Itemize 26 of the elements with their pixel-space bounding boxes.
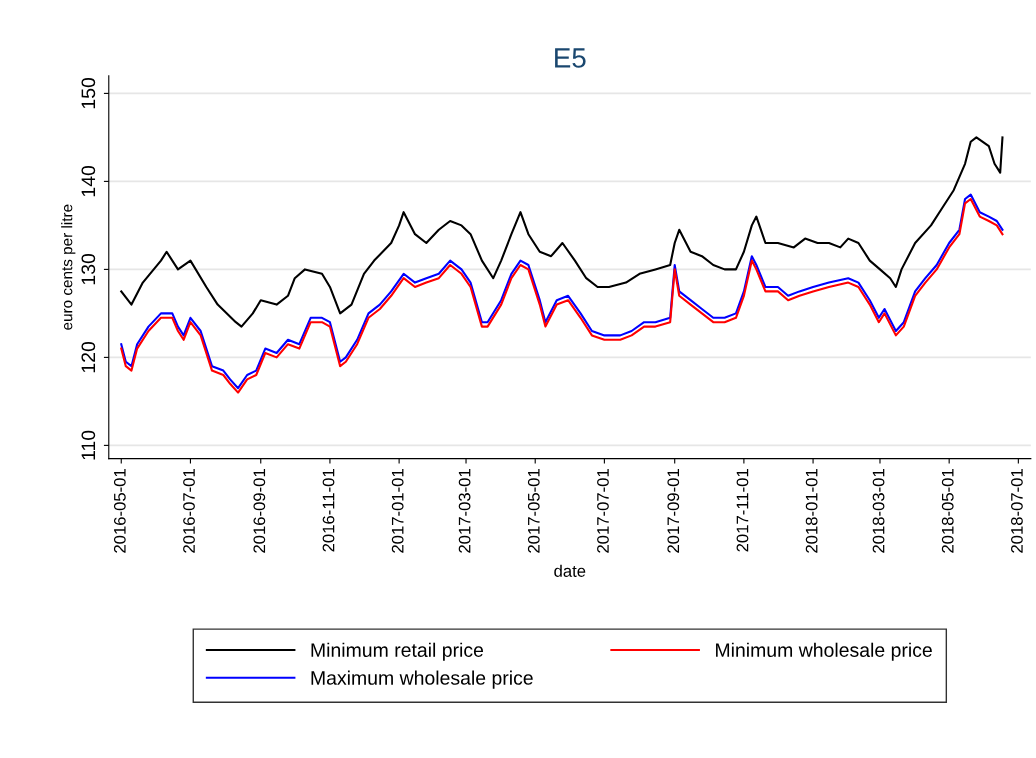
- x-tick-label: 2018-05-01: [941, 469, 954, 553]
- legend-label: Minimum retail price: [311, 642, 484, 661]
- x-tick-label: 2016-09-01: [253, 469, 266, 553]
- x-tick-label: 2017-07-01: [597, 469, 609, 553]
- x-tick-label: 2018-03-01: [872, 469, 885, 553]
- x-tick-label: 2017-01-01: [391, 469, 404, 553]
- y-tick-label: 120: [81, 341, 96, 373]
- line-series: [120, 136, 1004, 328]
- x-tick-label: 2016-07-01: [183, 469, 195, 553]
- y-tick-label: 130: [81, 253, 96, 285]
- y-tick-label: 140: [81, 165, 96, 197]
- x-tick-label: 2017-03-01: [458, 469, 471, 553]
- x-axis-title: date: [554, 564, 586, 577]
- x-tick-label: 2016-11-01: [322, 469, 335, 552]
- y-tick-label: 150: [81, 77, 96, 109]
- chart-title: E5: [555, 48, 586, 68]
- x-tick-label: 2017-09-01: [667, 469, 680, 553]
- x-tick-label: 2017-11-01: [736, 469, 749, 552]
- legend-label: Maximum wholesale price: [311, 670, 533, 689]
- x-tick-label: 2018-01-01: [805, 469, 818, 553]
- x-tick-label: 2017-05-01: [527, 469, 540, 553]
- y-axis-title: euro cents per litre: [61, 204, 76, 330]
- x-tick-label: 2018-07-01: [1011, 469, 1023, 553]
- y-tick-label: 110: [81, 430, 96, 460]
- x-tick-label: 2016-05-01: [113, 469, 126, 553]
- legend-label: Minimum wholesale price: [716, 642, 932, 661]
